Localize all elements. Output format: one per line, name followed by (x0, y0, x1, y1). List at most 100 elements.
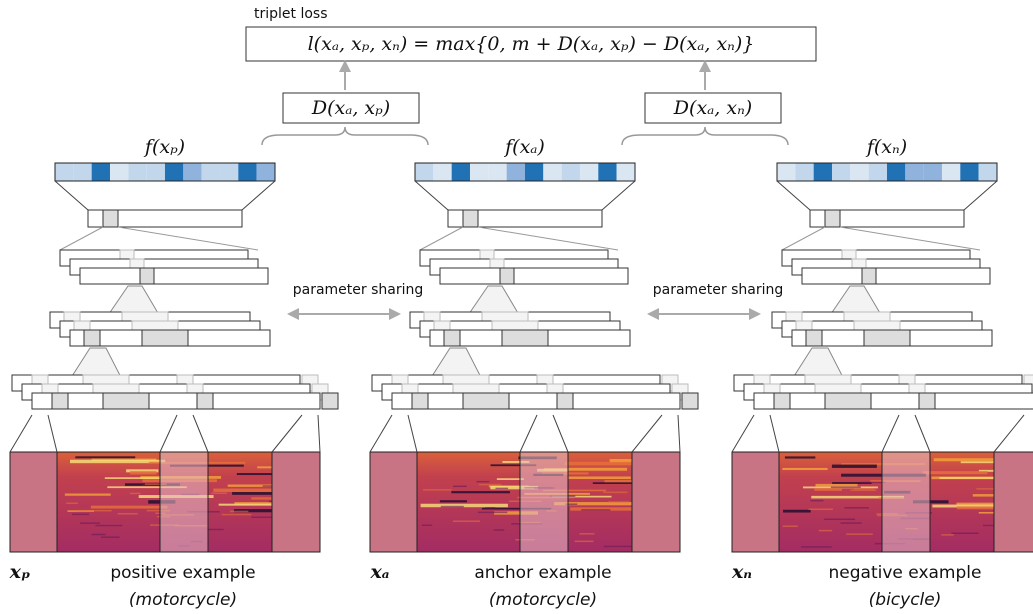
spectrogram-band (819, 530, 832, 532)
spectrogram-band (783, 526, 798, 528)
spectrogram-band (581, 509, 610, 511)
spectrogram-band (961, 461, 999, 463)
unit (806, 330, 822, 346)
spectrogram-band (565, 462, 632, 465)
embedding-cell (433, 163, 451, 181)
unit (557, 393, 573, 409)
embedding-cell (128, 163, 146, 181)
distance: D(xₐ, xₚ) (311, 97, 390, 119)
connection (732, 415, 1033, 452)
title: triplet loss (254, 6, 328, 22)
embedding-cell (183, 163, 201, 181)
padding (370, 452, 417, 552)
class-label: (bicycle) (869, 590, 942, 610)
embedding-cell (598, 163, 616, 181)
spectrogram-band (211, 493, 227, 495)
unit (864, 330, 910, 346)
spectrogram-band (130, 493, 141, 495)
spectrogram-band (478, 512, 508, 514)
projection (415, 181, 635, 210)
spectrogram-band (222, 514, 252, 516)
padding (272, 452, 320, 552)
example-label: positive example (110, 563, 255, 583)
feature-map (802, 268, 990, 284)
window (520, 452, 568, 552)
spectrogram-band (494, 529, 505, 531)
embedding-cell (617, 163, 635, 181)
unit (463, 210, 478, 227)
feature-map (440, 268, 628, 284)
unit (444, 330, 460, 346)
padding (732, 452, 779, 552)
embedding-cell (924, 163, 942, 181)
spectrogram-band (814, 488, 842, 491)
unit (502, 330, 548, 346)
spectrogram-band (608, 501, 630, 503)
spectrogram-band (230, 511, 248, 513)
spectrogram-band (853, 488, 874, 490)
unit (825, 393, 871, 409)
spectrogram-band (130, 471, 156, 474)
unit (197, 393, 213, 409)
unit (84, 330, 100, 346)
spectrogram-band (207, 529, 224, 531)
spectrogram-band (850, 490, 876, 492)
spectrogram-band (831, 487, 861, 489)
spectrogram-band (476, 481, 489, 483)
spectrogram-band (105, 477, 161, 479)
embedding-cell (814, 163, 832, 181)
connection (782, 227, 980, 250)
spectrogram-band (951, 532, 978, 534)
branch: f(xₐ)xₐanchor example(motorcycle) (369, 136, 698, 610)
connection (370, 415, 680, 452)
loss-formula: l(xₐ, xₚ, xₙ) = max{0, m + D(xₐ, xₚ) − D… (308, 33, 755, 55)
unit (412, 393, 428, 409)
feature-map (754, 393, 1033, 409)
spectrogram-band (72, 514, 89, 516)
embedding-cell (960, 163, 978, 181)
page: {"title": "triplet loss", "loss_formula"… (0, 0, 1033, 614)
spectrogram-band (421, 504, 508, 507)
connection (60, 227, 258, 250)
sharing-label: parameter sharing (653, 282, 784, 298)
spectrogram-band (95, 525, 122, 527)
input-label: xₚ (9, 561, 31, 583)
unit (142, 330, 188, 346)
padding (994, 452, 1033, 552)
spectrogram-band (485, 507, 495, 509)
padding (10, 452, 57, 552)
embedding-cell (110, 163, 128, 181)
unit (322, 393, 338, 409)
embedding-cell (147, 163, 165, 181)
spectrogram-band (579, 533, 594, 535)
window (160, 452, 208, 552)
embedding-cell (220, 163, 238, 181)
diagram: triplet loss l(xₐ, xₚ, xₙ) = max{0, m + … (0, 0, 1033, 614)
embedding-cell (257, 163, 275, 181)
example-label: negative example (829, 563, 982, 583)
unit (463, 393, 509, 409)
spectrogram-band (603, 492, 627, 494)
embedding-cell (795, 163, 813, 181)
embedding-cell (832, 163, 850, 181)
spectrogram-band (91, 506, 168, 509)
sharing-label: parameter sharing (293, 282, 424, 298)
distance: D(xₐ, xₙ) (673, 97, 752, 119)
connection (420, 227, 618, 250)
unit (825, 210, 840, 227)
embedding-cell (942, 163, 960, 181)
embedding-cell (562, 163, 580, 181)
spectrogram-band (782, 468, 827, 470)
spectrogram-band (569, 476, 631, 479)
unit (919, 393, 935, 409)
spectrogram-band (66, 502, 78, 504)
spectrogram-band (75, 456, 135, 458)
spectrogram-band (934, 458, 1001, 461)
unit (52, 393, 68, 409)
embedding-cell (979, 163, 997, 181)
embedding-cell (507, 163, 525, 181)
unit (682, 393, 698, 409)
spectrogram-band (101, 536, 120, 538)
embedding-cell (55, 163, 73, 181)
embedding-cell (905, 163, 923, 181)
